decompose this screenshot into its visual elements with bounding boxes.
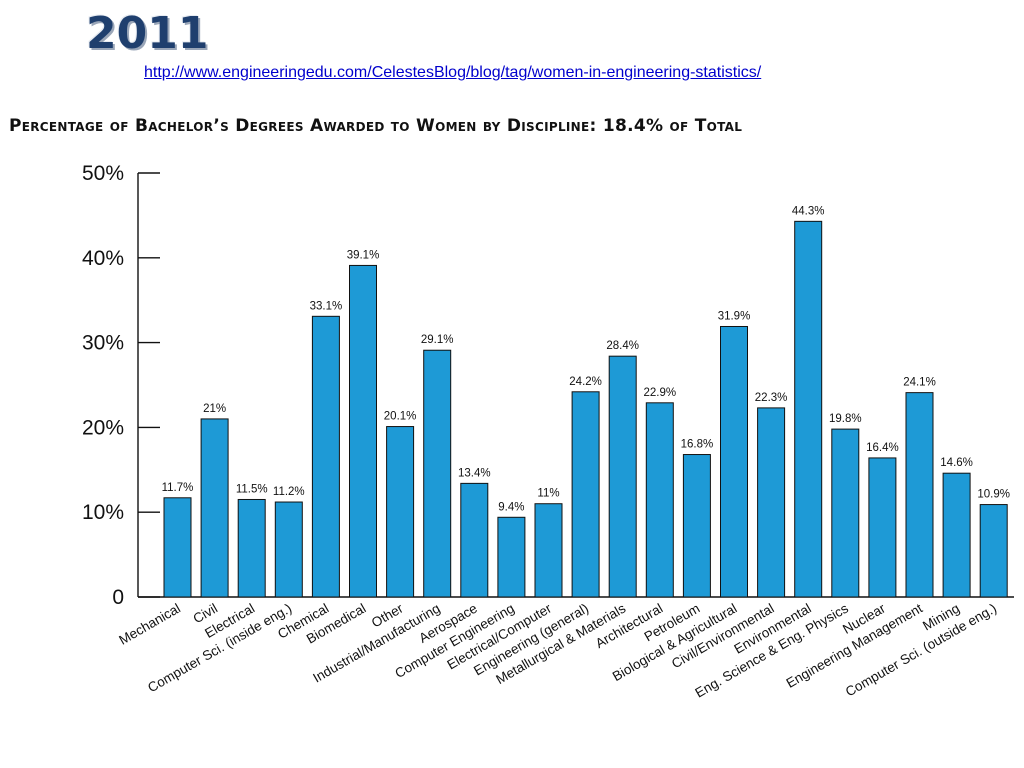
bar-data-label: 19.8% xyxy=(829,413,862,425)
bar xyxy=(349,264,377,598)
bar xyxy=(979,504,1008,598)
y-tick-label: 30% xyxy=(82,332,124,355)
bar-data-label: 28.4% xyxy=(606,340,639,352)
bar-data-label: 11% xyxy=(537,488,559,500)
chart-title: Percentage of Bachelor’s Degrees Awarded… xyxy=(9,116,743,136)
bar xyxy=(757,407,786,598)
y-tick-label: 50% xyxy=(82,162,124,185)
x-category-label: Mechanical xyxy=(116,601,183,648)
bar-data-label: 9.4% xyxy=(498,501,524,513)
y-tick-label: 20% xyxy=(82,416,124,439)
bar xyxy=(571,391,600,598)
bar xyxy=(942,472,971,598)
y-tick-label: 40% xyxy=(82,247,124,270)
bar xyxy=(497,516,526,598)
bar-data-label: 16.8% xyxy=(681,439,714,451)
bar-data-label: 39.1% xyxy=(347,249,380,261)
bar xyxy=(274,501,303,598)
bar-data-label: 11.7% xyxy=(162,482,194,494)
bar xyxy=(237,498,266,598)
bar-data-label: 14.6% xyxy=(940,457,973,469)
bar xyxy=(311,315,340,598)
bar-data-label: 11.5% xyxy=(236,483,268,495)
source-link[interactable]: http://www.engineeringedu.com/CelestesBl… xyxy=(144,64,762,81)
bar-data-label: 11.2% xyxy=(273,486,305,498)
bar-data-label: 33.1% xyxy=(310,300,343,312)
bar xyxy=(645,402,674,598)
bar xyxy=(423,349,452,598)
bar-data-label: 44.3% xyxy=(792,205,825,217)
y-tick-label: 10% xyxy=(82,501,124,524)
bar-data-label: 16.4% xyxy=(866,442,899,454)
bar xyxy=(608,355,637,598)
bar-data-label: 21% xyxy=(203,403,226,415)
bar-data-label: 31.9% xyxy=(718,310,751,322)
bar-data-label: 29.1% xyxy=(421,334,454,346)
bar xyxy=(534,503,563,598)
bar xyxy=(794,220,823,598)
bar-data-label: 13.4% xyxy=(458,467,491,479)
bar-data-label: 20.1% xyxy=(384,411,417,423)
bar xyxy=(682,454,711,598)
bar xyxy=(200,418,229,598)
bar xyxy=(386,426,415,598)
bar xyxy=(720,325,748,598)
bar-data-label: 24.1% xyxy=(903,377,936,389)
bar-data-label: 24.2% xyxy=(569,376,602,388)
bar-data-label: 22.9% xyxy=(643,387,676,399)
bar xyxy=(163,497,192,598)
bar xyxy=(460,482,489,598)
bar-data-label: 22.3% xyxy=(755,392,788,404)
bar-data-label: 10.9% xyxy=(977,489,1010,501)
slide-year-title: 2011 xyxy=(86,8,209,59)
y-tick-label: 0 xyxy=(112,586,124,609)
bar xyxy=(831,428,860,598)
bar xyxy=(905,392,934,598)
bar xyxy=(868,457,897,598)
